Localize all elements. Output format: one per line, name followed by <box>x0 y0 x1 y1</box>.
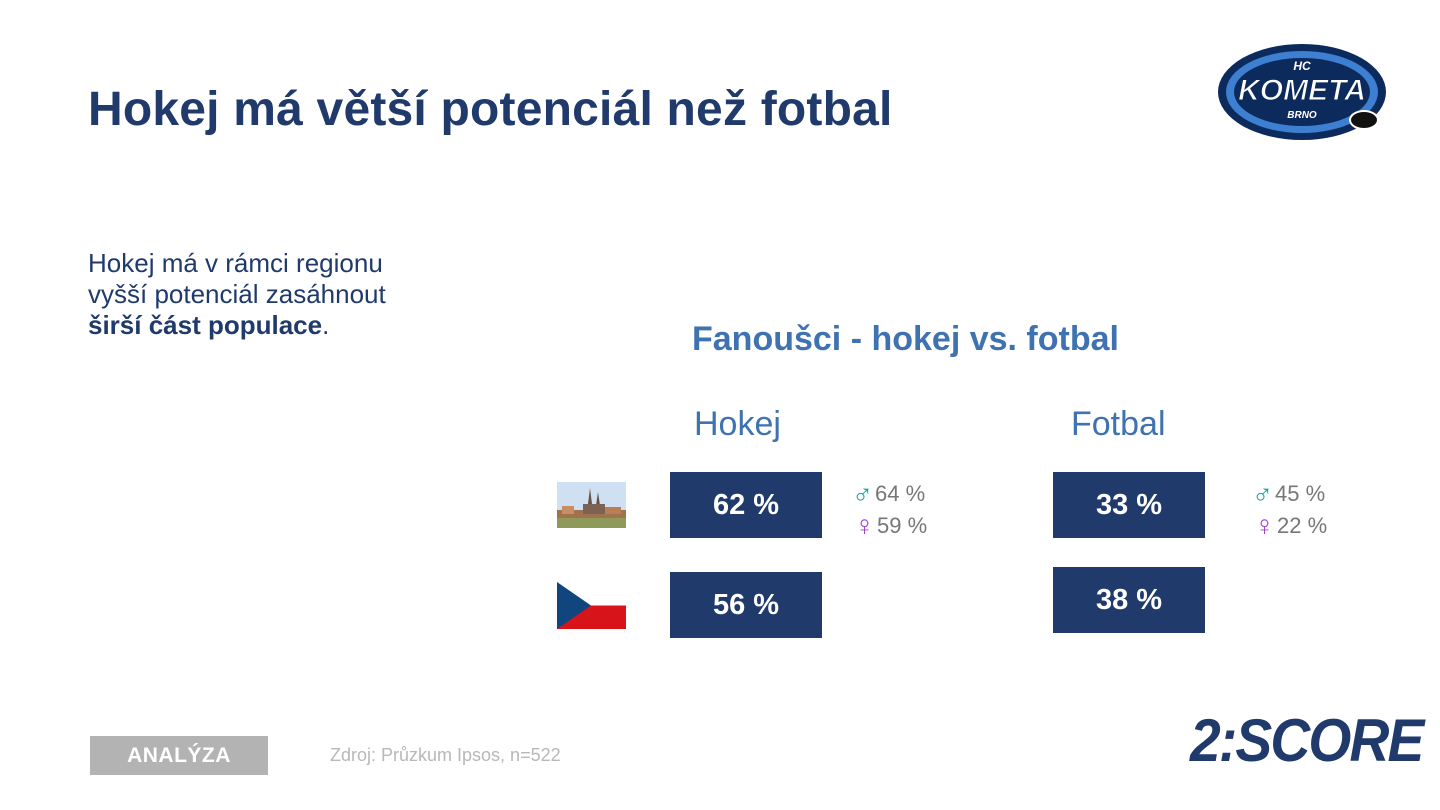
intro-line-1: Hokej má v rámci regionu <box>88 248 383 278</box>
brno-city-photo-icon <box>557 482 626 528</box>
intro-end: . <box>322 310 330 340</box>
hockey-cz-value: 56 % <box>670 572 822 638</box>
column-header-hockey: Hokej <box>694 405 781 443</box>
hc-kometa-brno-logo-icon: HC KOMETA BRNO <box>1218 44 1386 140</box>
czech-flag-icon <box>557 582 626 629</box>
chart-subtitle: Fanoušci - hokej vs. fotbal <box>692 320 1119 358</box>
intro-text: Hokej má v rámci regionu vyšší potenciál… <box>88 248 508 341</box>
hockey-brno-female: ♀ 59 % <box>854 510 927 542</box>
hockey-brno-male: ♂ 64 % <box>852 478 925 510</box>
svg-text:BRNO: BRNO <box>1287 110 1317 121</box>
male-icon: ♂ <box>852 478 873 509</box>
svg-text:KOMETA: KOMETA <box>1238 74 1366 107</box>
football-cz-value: 38 % <box>1053 567 1205 633</box>
football-brno-female-value: 22 % <box>1277 513 1328 538</box>
source-note: Zdroj: Průzkum Ipsos, n=522 <box>330 745 561 765</box>
column-header-football: Fotbal <box>1071 405 1166 443</box>
football-brno-male-value: 45 % <box>1275 481 1326 506</box>
football-brno-female: ♀ 22 % <box>1254 510 1327 542</box>
analysis-badge: ANALÝZA <box>90 736 268 775</box>
slide-title: Hokej má větší potenciál než fotbal <box>88 83 893 136</box>
hockey-brno-male-value: 64 % <box>875 481 926 506</box>
football-brno-value: 33 % <box>1053 472 1205 538</box>
football-brno-male: ♂ 45 % <box>1252 478 1325 510</box>
male-icon: ♂ <box>1252 478 1273 509</box>
intro-bold: širší část populace <box>88 310 323 340</box>
2score-logo: 2:SCORE <box>1190 707 1424 774</box>
female-icon: ♀ <box>854 510 875 541</box>
intro-line-2: vyšší potenciál zasáhnout <box>88 279 386 309</box>
svg-text:HC: HC <box>1293 59 1311 73</box>
hockey-brno-value: 62 % <box>670 472 822 538</box>
hockey-brno-female-value: 59 % <box>877 513 928 538</box>
female-icon: ♀ <box>1254 510 1275 541</box>
